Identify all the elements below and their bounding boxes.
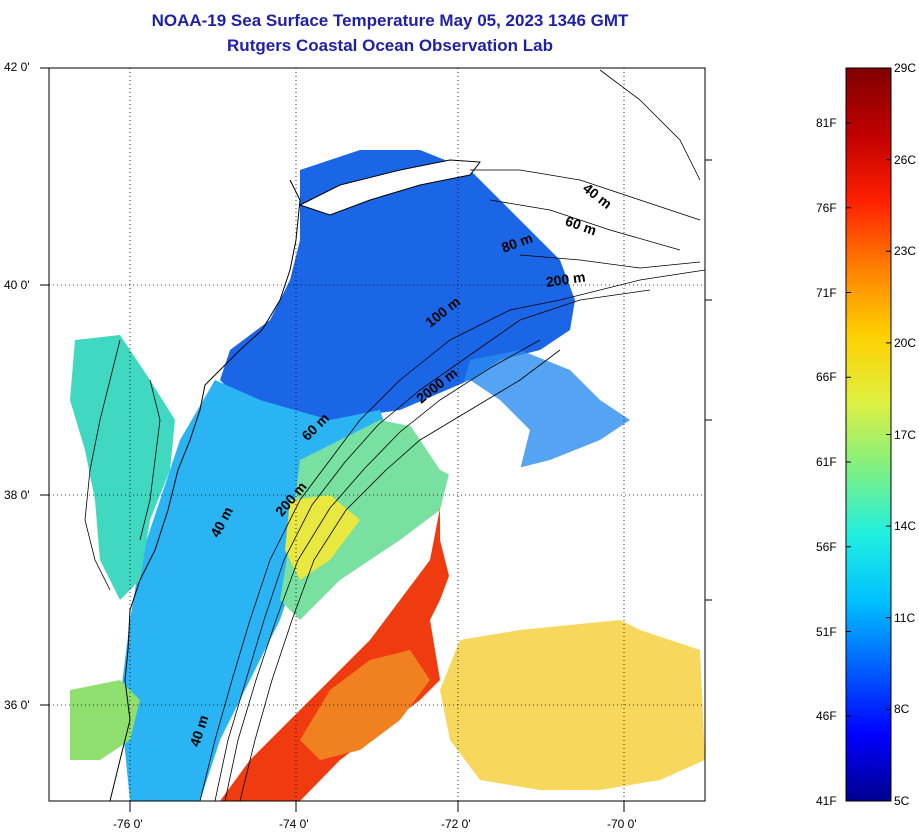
colorbar-fahrenheit-label: 46F	[816, 709, 837, 724]
lat-label-38: 38 0'	[4, 488, 30, 502]
colorbar-celsius-label: 20C	[894, 335, 917, 350]
colorbar-celsius-label: 14C	[894, 519, 917, 534]
colorbar-fahrenheit-label: 41F	[816, 794, 837, 808]
colorbar-celsius-label: 23C	[894, 244, 917, 259]
map-subtitle: Rutgers Coastal Ocean Observation Lab	[227, 36, 553, 55]
colorbar-celsius-label: 11C	[894, 610, 916, 625]
lon-label-76: -76 0'	[113, 817, 143, 831]
lon-label-72: -72 0'	[441, 817, 471, 831]
coastline	[109, 179, 301, 801]
colorbar-celsius-label: 8C	[894, 702, 910, 717]
lat-label-42: 42 0'	[4, 60, 30, 74]
lat-label-40: 40 0'	[4, 278, 30, 292]
colorbar-fahrenheit-label: 56F	[816, 539, 837, 554]
sst-field-offshore	[440, 610, 705, 790]
bathymetry-contours	[199, 69, 705, 801]
cloud-gap	[440, 500, 705, 640]
lon-label-74: -74 0'	[279, 817, 309, 831]
colorbar-celsius-label: 29C	[894, 61, 917, 75]
cloud-gap	[400, 380, 530, 490]
colorbar-fahrenheit-label: 76F	[816, 200, 837, 215]
bay-outline	[84, 339, 161, 591]
colorbar-celsius-label: 17C	[894, 427, 917, 442]
colorbar-fahrenheit-label: 51F	[816, 624, 837, 639]
colorbar-fahrenheit-label: 81F	[816, 116, 837, 130]
map-title: NOAA-19 Sea Surface Temperature May 05, …	[151, 11, 629, 30]
graticule	[49, 68, 705, 801]
colorbar-celsius-label: 5C	[894, 794, 910, 808]
axis-ticks	[40, 67, 712, 812]
sst-field-slope-yellow	[285, 495, 360, 580]
colorbar-scale	[845, 67, 892, 802]
colorbar-ticks	[846, 67, 891, 802]
lat-label-36: 36 0'	[4, 698, 30, 712]
sst-field-bays	[70, 335, 175, 600]
colorbar-fahrenheit-label: 66F	[816, 370, 837, 385]
colorbar-celsius-label: 26C	[894, 152, 917, 167]
colorbar-fahrenheit-label: 61F	[816, 455, 837, 469]
land-longisland	[298, 159, 481, 216]
lon-label-70: -70 0'	[607, 817, 637, 831]
sst-field-sound	[70, 680, 140, 760]
colorbar-fahrenheit-label: 71F	[816, 285, 837, 300]
plot-frame	[48, 67, 706, 802]
